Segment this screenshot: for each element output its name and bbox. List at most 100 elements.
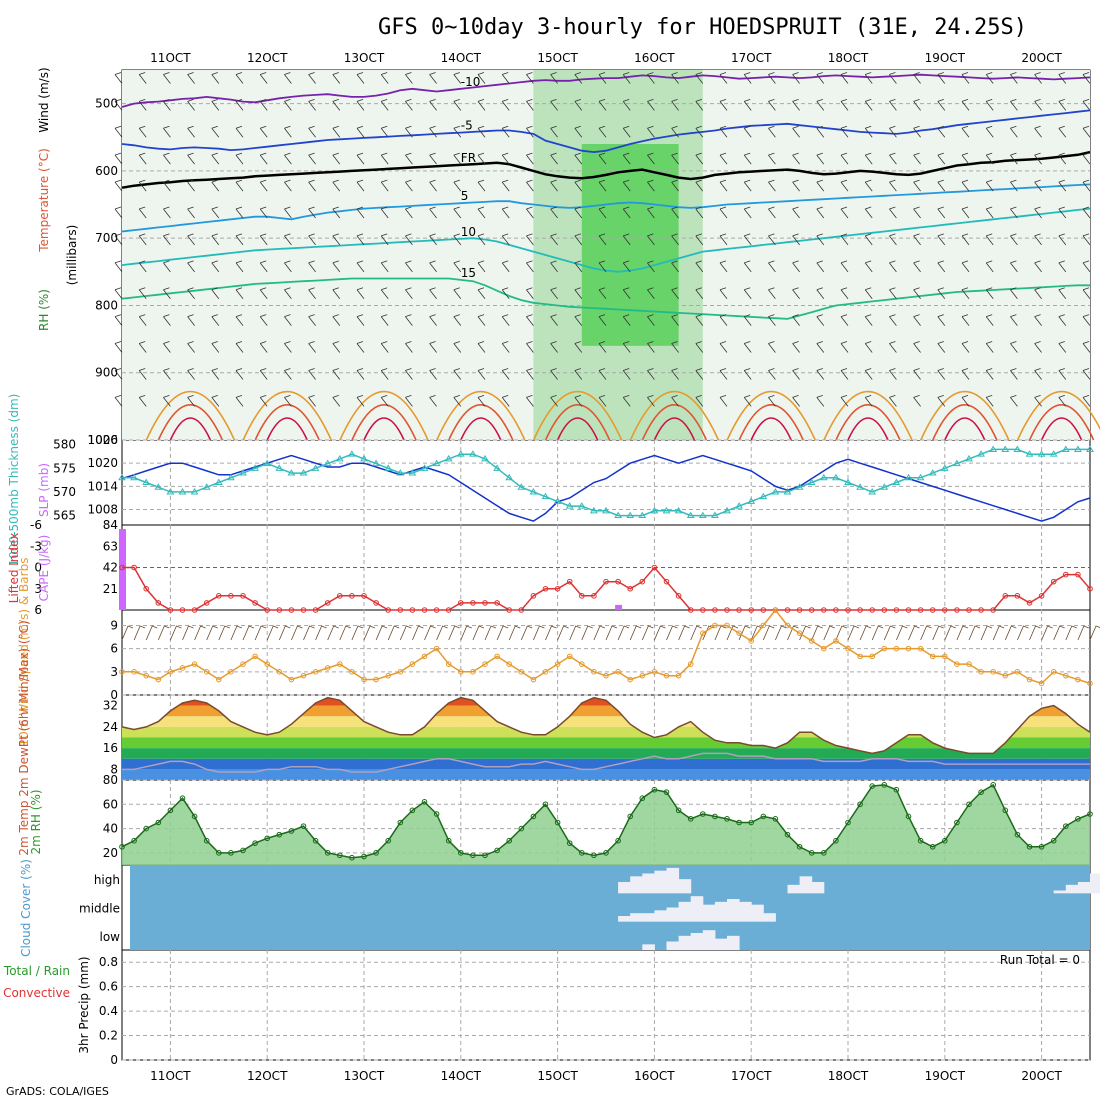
wind-barb	[405, 206, 413, 219]
wind-barb	[138, 260, 147, 273]
wind-barb	[937, 341, 946, 353]
wind-barb	[695, 314, 704, 326]
wind-barb	[574, 394, 583, 407]
wind-barb	[1058, 260, 1067, 273]
wind-barb	[1082, 314, 1091, 326]
wind-speed-series-point	[119, 669, 125, 675]
wind-barb	[138, 72, 147, 84]
wind-barb	[913, 394, 921, 407]
isotherm-label: FR	[461, 151, 476, 165]
wind-speed-series-point	[554, 661, 561, 667]
wind-barb	[889, 394, 897, 407]
legend-temperature-label: Temperature (°C)	[37, 148, 51, 253]
rh-series-point	[978, 789, 984, 795]
wind-speed-series-line	[122, 608, 1091, 685]
lifted-index-series-point	[990, 607, 997, 613]
surface-wind-barb	[920, 625, 932, 641]
wind-barb	[332, 98, 341, 111]
wind-barb	[889, 341, 897, 353]
rh-series-point	[700, 811, 706, 817]
wind-barb	[1082, 287, 1091, 299]
wind-barb	[308, 341, 316, 353]
wind-speed-series-point	[736, 630, 742, 636]
wind-barb	[671, 287, 679, 299]
wind-speed-series-point	[905, 645, 912, 652]
pressure-tick-label: 600	[95, 164, 118, 178]
wind-barb	[937, 98, 946, 111]
cloud-cell	[642, 913, 655, 922]
wind-speed-series-point	[421, 653, 428, 660]
wind-barb	[719, 72, 728, 84]
rh-series-point	[349, 854, 355, 861]
rh-series-point	[966, 801, 972, 808]
warm-isotherm	[169, 417, 212, 441]
wind-barb	[864, 394, 873, 407]
wind-barb	[864, 206, 873, 219]
rh-series-point	[954, 819, 960, 826]
wind-barb	[332, 287, 341, 299]
wind-speed-series-point	[929, 653, 936, 660]
wind-barb	[1082, 152, 1091, 165]
wind-speed-series-point	[506, 661, 513, 667]
wind-barb	[792, 233, 800, 246]
wind-speed-series-point	[893, 645, 900, 652]
wind-barb	[937, 125, 946, 138]
wind-barb	[913, 72, 921, 84]
rh-series-point	[990, 782, 997, 788]
lifted-index-series-point	[929, 607, 936, 613]
lifted-index-series-point	[675, 593, 682, 599]
surface-wind-barb	[787, 625, 799, 641]
wind-barb	[864, 287, 873, 299]
lifted-index-series-point	[203, 600, 210, 606]
wind-barb	[598, 72, 607, 84]
lifted-index-tick-label: 0	[34, 561, 42, 575]
lifted-index-series-point	[700, 607, 706, 613]
wind-barb	[405, 314, 413, 326]
rh-series-point	[1075, 816, 1081, 822]
rh-series-point	[216, 850, 222, 856]
surface-wind-barb	[932, 625, 944, 641]
wind-barb	[1058, 341, 1067, 353]
surface-wind-barb	[714, 625, 727, 641]
thickness-series-point	[832, 473, 840, 481]
wind-barb	[477, 206, 486, 219]
thickness-series-point	[807, 478, 816, 485]
warm-isotherm	[436, 390, 526, 441]
wind-barb	[647, 72, 655, 84]
wind-barb	[961, 394, 970, 407]
wind-barb	[526, 206, 534, 219]
wind-barb	[429, 341, 437, 353]
thickness-tick-label: 580	[53, 438, 76, 452]
warm-isotherm	[351, 404, 417, 441]
wind-barb	[622, 98, 631, 111]
wind-barb	[163, 287, 171, 299]
wind-barb	[477, 98, 486, 111]
thickness-series-point	[965, 454, 973, 462]
wind-barb	[235, 72, 244, 84]
lifted-index-series-point	[687, 607, 694, 613]
wind-tick-label: 9	[110, 618, 118, 632]
wind-barb	[816, 287, 825, 299]
lifted-index-series-point	[905, 607, 912, 613]
lifted-index-series-point	[808, 607, 815, 613]
rh-series-point	[579, 850, 585, 856]
rh-axis-label: 2m RH (%)	[29, 789, 43, 854]
wind-barb	[526, 98, 534, 111]
lifted-index-series-point	[276, 607, 283, 613]
wind-barb	[550, 341, 558, 353]
x-tick-label-top: 11OCT	[150, 51, 191, 65]
wind-speed-series-point	[579, 661, 585, 667]
wind-barb	[163, 368, 171, 380]
wind-barb	[550, 287, 558, 299]
thickness-series-point	[335, 454, 344, 462]
wind-barb	[235, 287, 244, 299]
lifted-index-series-point	[784, 607, 791, 613]
wind-barb	[768, 314, 776, 326]
slp-axis-label: SLP (mb)	[37, 463, 51, 517]
wind-barb	[574, 287, 583, 299]
cloud-cell	[642, 944, 655, 950]
thickness-series-point	[844, 478, 852, 485]
wind-barb	[550, 152, 558, 165]
wind-barb	[405, 98, 413, 111]
